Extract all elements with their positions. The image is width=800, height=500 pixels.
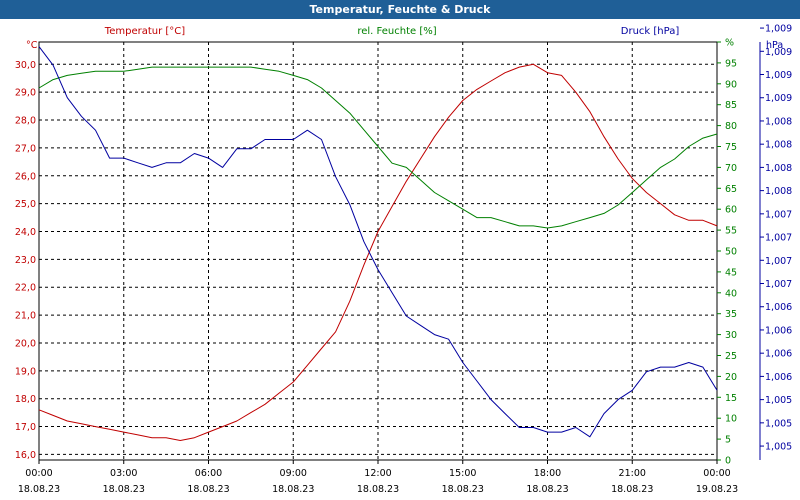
humidity-tick-label: 55 <box>725 226 737 237</box>
humidity-series-label: rel. Feuchte [%] <box>357 26 436 37</box>
temperature-tick-label: 21,0 <box>15 311 36 322</box>
temperature-tick-label: 16,0 <box>15 450 36 461</box>
date-tick-label: 18.08.23 <box>526 484 568 495</box>
pressure-series-label: Druck [hPa] <box>621 26 680 37</box>
date-tick-label: 18.08.23 <box>272 484 314 495</box>
temperature-tick-label: 17,0 <box>15 422 36 433</box>
temperature-tick-label: 23,0 <box>15 255 36 266</box>
date-tick-label: 18.08.23 <box>357 484 399 495</box>
temperature-tick-label: 29,0 <box>15 88 36 99</box>
grid <box>39 42 717 460</box>
temperature-tick-label: 22,0 <box>15 283 36 294</box>
pressure-line <box>38 46 718 438</box>
humidity-tick-label: 20 <box>725 372 737 383</box>
humidity-tick-label: 40 <box>725 288 737 299</box>
humidity-tick-label: 80 <box>725 121 737 132</box>
pressure-tick-label: 1,008 <box>765 140 792 151</box>
temperature-line <box>38 63 718 441</box>
pressure-tick-label: 1,009 <box>765 70 792 81</box>
humidity-tick-label: 5 <box>725 435 731 446</box>
temperature-tick-label: 27,0 <box>15 143 36 154</box>
time-tick-label: 15:00 <box>449 468 476 479</box>
pressure-tick-label: 1,008 <box>765 163 792 174</box>
temperature-tick-label: 28,0 <box>15 116 36 127</box>
pressure-tick-label: 1,006 <box>765 325 792 336</box>
humidity-tick-label: 50 <box>725 247 737 258</box>
humidity-tick-label: 0 <box>725 456 731 467</box>
temperature-tick-label: 24,0 <box>15 227 36 238</box>
humidity-tick-label: 90 <box>725 79 737 90</box>
time-tick-label: 12:00 <box>364 468 391 479</box>
time-tick-label: 03:00 <box>110 468 137 479</box>
date-tick-label: 18.08.23 <box>18 484 60 495</box>
time-axis: 00:00 18.08.23 03:00 18.08.23 06:00 18.08.23 0… <box>18 460 738 495</box>
pressure-tick-label: 1,008 <box>765 186 792 197</box>
pressure-tick-label: 1,005 <box>765 442 792 453</box>
temperature-tick-label: 25,0 <box>15 199 36 210</box>
pressure-tick-label: 1,005 <box>765 395 792 406</box>
humidity-tick-label: 10 <box>725 414 737 425</box>
humidity-tick-label: 85 <box>725 100 737 111</box>
pressure-tick-label: 1,009 <box>765 93 792 104</box>
humidity-tick-label: % <box>725 38 734 49</box>
humidity-tick-label: 75 <box>725 142 737 153</box>
pressure-unit-label: hPa <box>766 40 783 51</box>
time-tick-label: 06:00 <box>195 468 222 479</box>
date-tick-label: 18.08.23 <box>611 484 653 495</box>
pressure-tick-label: 1,007 <box>765 209 792 220</box>
humidity-tick-label: 60 <box>725 205 737 216</box>
date-tick-label: 18.08.23 <box>103 484 145 495</box>
pressure-tick-label: 1,005 <box>765 418 792 429</box>
date-tick-label: 18.08.23 <box>442 484 484 495</box>
pressure-tick-label: 1,008 <box>765 116 792 127</box>
date-tick-label: 19.08.23 <box>696 484 738 495</box>
temperature-series-label: Temperatur [°C] <box>104 26 185 37</box>
pressure-tick-label: 1,009 <box>765 47 792 58</box>
humidity-tick-label: 30 <box>725 330 737 341</box>
humidity-tick-label: 70 <box>725 163 737 174</box>
humidity-line <box>38 66 718 229</box>
temperature-tick-label: 30,0 <box>15 60 36 71</box>
humidity-tick-label: 95 <box>725 58 737 69</box>
temperature-unit-label: °C <box>26 40 38 51</box>
window-title: Temperatur, Feuchte & Druck <box>0 0 800 19</box>
temperature-tick-label: 20,0 <box>15 338 36 349</box>
temperature-tick-label: 26,0 <box>15 171 36 182</box>
pressure-tick-label: 1,006 <box>765 349 792 360</box>
time-tick-label: 21:00 <box>619 468 646 479</box>
humidity-tick-label: 65 <box>725 184 737 195</box>
humidity-tick-label: 15 <box>725 393 737 404</box>
pressure-tick-label: 1,006 <box>765 302 792 313</box>
pressure-tick-label: 1,007 <box>765 256 792 267</box>
time-tick-label: 00:00 <box>703 468 730 479</box>
time-tick-label: 00:00 <box>25 468 52 479</box>
temperature-axis: 16,0 17,0 18,0 19,0 20,0 21,0 22,0 23,0 24,0 25,0… <box>15 60 36 461</box>
date-tick-label: 18.08.23 <box>187 484 229 495</box>
humidity-tick-label: 35 <box>725 309 737 320</box>
temperature-tick-label: 19,0 <box>15 366 36 377</box>
humidity-tick-label: 45 <box>725 267 737 278</box>
pressure-tick-label: 1,009 <box>765 24 792 35</box>
pressure-axis: 1,005 1,005 1,005 1,006 1,006 1,006 1,006 1,007… <box>759 24 792 460</box>
pressure-tick-label: 1,007 <box>765 279 792 290</box>
time-tick-label: 18:00 <box>534 468 561 479</box>
temperature-tick-label: 18,0 <box>15 394 36 405</box>
series-lines <box>38 46 718 441</box>
humidity-tick-label: 25 <box>725 351 737 362</box>
pressure-tick-label: 1,007 <box>765 233 792 244</box>
humidity-axis: 0 5 10 15 20 25 30 35 40 45 50 55 60 65 70 75 80 85 90 95% <box>717 38 737 467</box>
time-tick-label: 09:00 <box>280 468 307 479</box>
pressure-tick-label: 1,006 <box>765 372 792 383</box>
